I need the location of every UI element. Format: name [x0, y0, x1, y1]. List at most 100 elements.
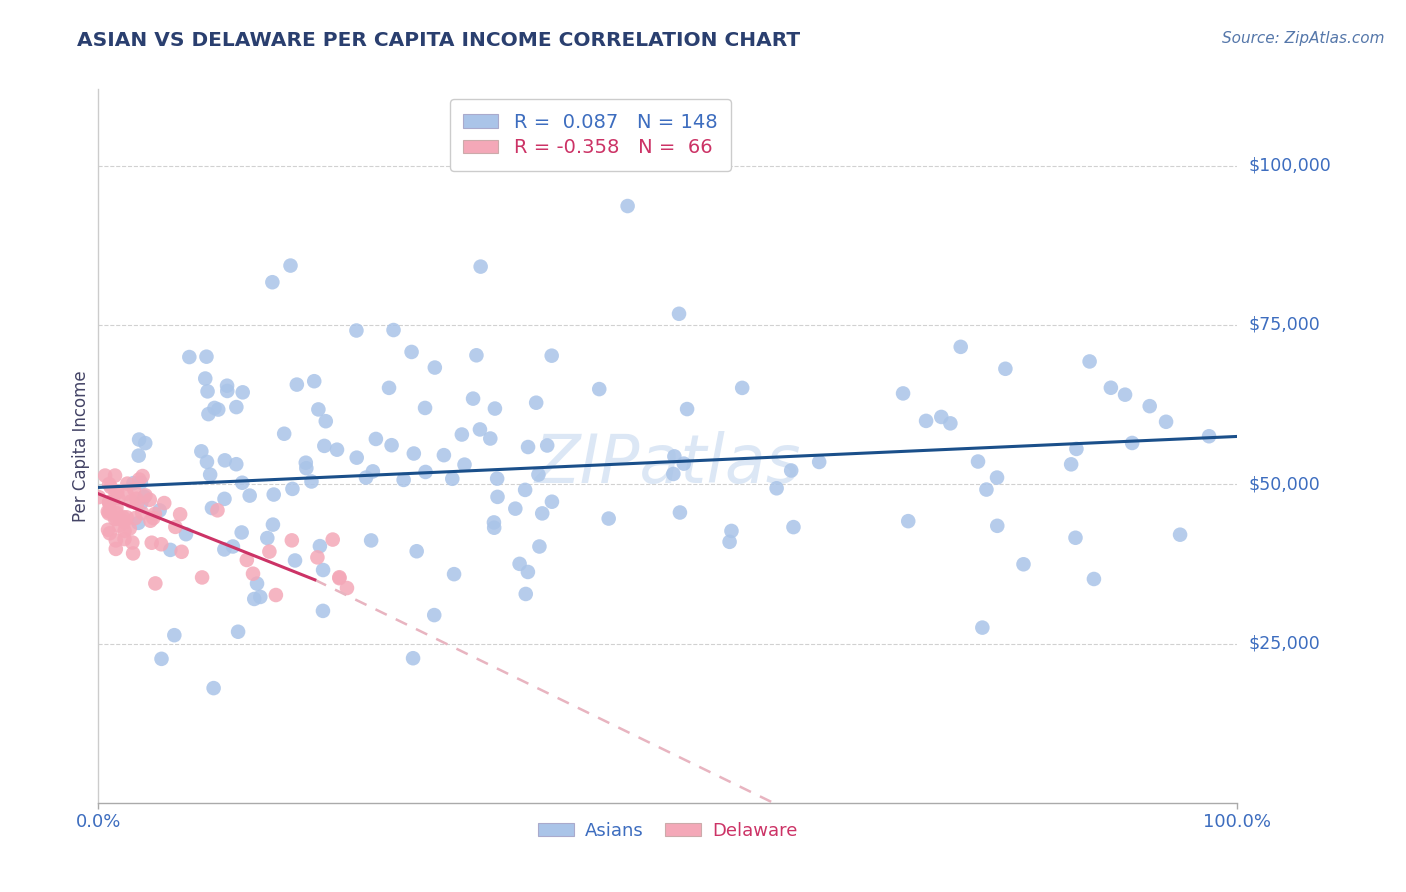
Point: [97, 504, 120, 518]
Point: [346, 450, 368, 465]
Point: [141, 535, 163, 549]
Point: [939, 417, 962, 431]
Point: [98, 477, 121, 491]
Point: [1078, 354, 1101, 368]
Point: [423, 608, 446, 623]
Point: [294, 456, 316, 470]
Point: [134, 490, 156, 504]
Point: [382, 323, 405, 337]
Point: [217, 378, 239, 392]
Point: [165, 520, 187, 534]
Point: [929, 409, 952, 424]
Point: [301, 475, 323, 489]
Point: [128, 433, 150, 447]
Point: [120, 494, 142, 508]
Point: [125, 491, 148, 506]
Point: [994, 361, 1017, 376]
Point: [976, 483, 998, 497]
Point: [536, 438, 558, 452]
Point: [486, 490, 509, 504]
Point: [98, 495, 121, 509]
Point: [243, 591, 266, 606]
Point: [482, 521, 505, 535]
Point: [949, 340, 972, 354]
Point: [104, 512, 127, 526]
Point: [124, 511, 146, 525]
Point: [118, 521, 141, 535]
Point: [527, 467, 550, 482]
Point: [897, 514, 920, 528]
Point: [198, 467, 221, 482]
Point: [517, 440, 540, 454]
Point: [972, 621, 994, 635]
Text: $50,000: $50,000: [1249, 475, 1320, 493]
Point: [808, 455, 831, 469]
Point: [450, 427, 472, 442]
Point: [1066, 442, 1088, 456]
Point: [104, 533, 127, 548]
Point: [486, 472, 509, 486]
Text: ZIPatlas: ZIPatlas: [534, 431, 801, 497]
Point: [309, 539, 332, 553]
Point: [541, 494, 564, 508]
Point: [468, 422, 491, 436]
Point: [986, 518, 1008, 533]
Point: [249, 590, 271, 604]
Point: [443, 567, 465, 582]
Point: [139, 492, 162, 507]
Point: [782, 520, 804, 534]
Point: [284, 553, 307, 567]
Point: [259, 544, 281, 558]
Text: $75,000: $75,000: [1249, 316, 1320, 334]
Point: [143, 576, 166, 591]
Point: [765, 481, 787, 495]
Point: [104, 468, 127, 483]
Point: [239, 489, 262, 503]
Point: [302, 374, 325, 388]
Point: [326, 442, 349, 457]
Point: [112, 515, 135, 529]
Point: [516, 565, 538, 579]
Y-axis label: Per Capita Income: Per Capita Income: [72, 370, 90, 522]
Point: [217, 384, 239, 398]
Point: [328, 571, 350, 585]
Point: [378, 381, 401, 395]
Point: [179, 350, 201, 364]
Point: [470, 260, 492, 274]
Point: [482, 516, 505, 530]
Point: [129, 475, 152, 490]
Point: [402, 446, 425, 460]
Point: [273, 426, 295, 441]
Point: [246, 576, 269, 591]
Point: [194, 371, 217, 385]
Point: [114, 532, 136, 546]
Point: [204, 401, 226, 415]
Point: [598, 511, 620, 525]
Point: [197, 407, 219, 421]
Text: $25,000: $25,000: [1249, 634, 1320, 653]
Point: [676, 402, 699, 417]
Point: [107, 491, 129, 505]
Point: [169, 508, 191, 522]
Point: [256, 531, 278, 545]
Point: [104, 486, 127, 500]
Point: [104, 541, 127, 556]
Point: [222, 540, 245, 554]
Point: [346, 324, 368, 338]
Point: [453, 458, 475, 472]
Point: [207, 503, 229, 517]
Legend: Asians, Delaware: Asians, Delaware: [531, 815, 804, 847]
Point: [150, 652, 173, 666]
Point: [361, 464, 384, 478]
Point: [201, 501, 224, 516]
Point: [479, 432, 502, 446]
Point: [134, 488, 156, 502]
Point: [307, 550, 329, 565]
Point: [669, 506, 692, 520]
Point: [197, 384, 219, 399]
Point: [461, 392, 484, 406]
Point: [1114, 387, 1136, 401]
Text: ASIAN VS DELAWARE PER CAPITA INCOME CORRELATION CHART: ASIAN VS DELAWARE PER CAPITA INCOME CORR…: [77, 31, 800, 50]
Point: [122, 546, 145, 560]
Point: [159, 542, 181, 557]
